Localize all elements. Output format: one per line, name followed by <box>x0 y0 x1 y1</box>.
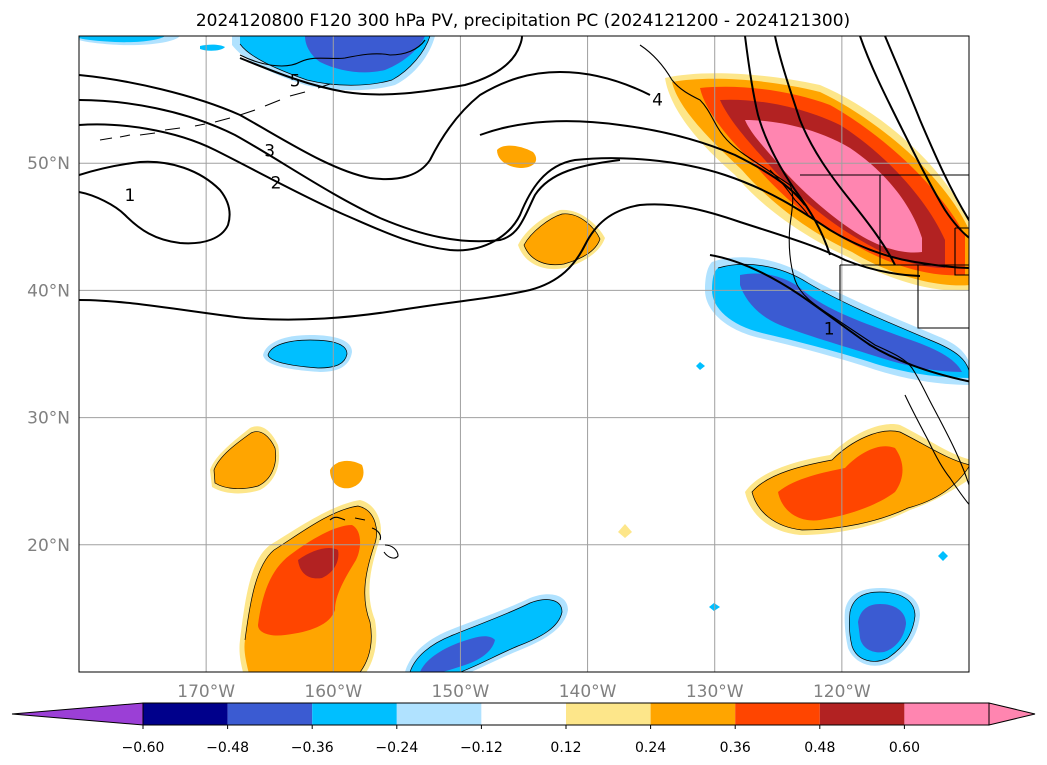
colorbar-segment <box>735 703 820 725</box>
baja-fill-0.36 <box>778 446 903 521</box>
coast-panhandle <box>639 44 969 487</box>
colorbar-segment <box>312 703 397 725</box>
outline-158w-35n <box>267 339 348 369</box>
blob-155w-26n-0.24 <box>330 460 364 489</box>
pv-contour-meridional-4 <box>884 36 969 223</box>
colorbar-segment <box>566 703 651 725</box>
pv-contour-labels: 1 2 3 5 4 1 <box>124 72 835 340</box>
hi-fill-0.48 <box>298 548 339 579</box>
colorbar-tick-label: −0.12 <box>460 740 503 756</box>
anomaly-small-negative <box>79 36 948 672</box>
colorbar-segment <box>143 703 228 725</box>
colorbar-segment <box>396 703 482 725</box>
coast-alaska-peninsula <box>239 39 426 67</box>
colorbar-segment <box>650 703 736 725</box>
blob-118w-14n-0.36 <box>858 604 906 653</box>
contour-label: 2 <box>271 173 282 193</box>
x-tick-label: 170°W <box>177 682 235 702</box>
y-tick-label: 20°N <box>27 536 70 556</box>
pnw-fill-0.60 <box>745 120 922 253</box>
outline-baja <box>751 430 969 531</box>
outline-ca <box>717 263 969 373</box>
outline-hawaii <box>244 505 377 672</box>
outline-142w <box>523 213 601 266</box>
blob-130w-34n <box>696 362 705 370</box>
colorbar-tick-label: 0.60 <box>889 740 920 756</box>
chart-title: 2024120800 F120 300 hPa PV, precipitatio… <box>196 11 850 31</box>
contour-label: 4 <box>652 91 663 111</box>
colorbar-tick-label: −0.36 <box>291 740 334 756</box>
colorbar-tick-label: 0.12 <box>550 740 581 756</box>
blob-112w-19n <box>938 551 948 561</box>
x-tick-label: 130°W <box>686 682 744 702</box>
pv-contour-lower <box>79 203 921 321</box>
colorbar: −0.60 −0.48 −0.36 −0.24 −0.12 0.12 0.24 0.36 0.4… <box>11 702 1036 756</box>
colorbar-segment <box>227 703 313 725</box>
blob-160w-27n-0.24 <box>214 431 276 489</box>
pv-contours <box>79 36 969 383</box>
anomaly-baja <box>745 424 969 535</box>
pv-contour-5 <box>239 36 523 96</box>
colorbar-segment <box>481 703 566 725</box>
outline-118w <box>849 591 916 662</box>
colorbar-extend-low <box>11 702 144 726</box>
y-tick-labels: 20°N 30°N 40°N 50°N <box>27 154 70 556</box>
y-tick-label: 50°N <box>27 154 70 174</box>
colorbar-tick-label: −0.60 <box>122 740 165 756</box>
x-tick-label: 140°W <box>559 682 617 702</box>
outline-160w <box>213 431 277 490</box>
colorbar-tick-label: 0.48 <box>804 740 835 756</box>
colorbar-tick-label: 0.36 <box>720 740 751 756</box>
colorbar-extend-high <box>988 702 1036 726</box>
blob-137w-21n <box>618 524 632 538</box>
x-tick-label: 160°W <box>304 682 362 702</box>
contour-label: 5 <box>290 72 301 92</box>
contour-label: 3 <box>264 141 275 161</box>
anomaly-pacific-northwest <box>665 73 969 291</box>
pv-contour-1-east <box>709 254 969 383</box>
colorbar-segment <box>904 703 989 725</box>
pv-contour-1-west <box>79 160 231 245</box>
anomaly-outlines <box>213 36 969 672</box>
coast-aleutians <box>99 83 331 141</box>
blob-northwest-0.24 <box>79 36 165 43</box>
pv-contour-meridional-2 <box>774 36 896 266</box>
colorbar-segment <box>819 703 905 725</box>
colorbar-tick-label: 0.24 <box>635 740 666 756</box>
blob-148w-14n-0.36 <box>420 636 495 672</box>
contour-label: 1 <box>824 320 835 340</box>
pv-contour-4 <box>79 70 651 181</box>
pv-contour-4-east <box>479 120 806 206</box>
y-tick-label: 30°N <box>27 409 70 429</box>
pv-contour-2 <box>79 123 969 269</box>
coast-state-lines <box>839 175 969 329</box>
outline-148w <box>409 599 563 672</box>
map-area: 1 2 3 5 4 1 <box>79 36 969 672</box>
pv-contour-3 <box>79 99 621 243</box>
x-tick-labels: 170°W 160°W 150°W 140°W 130°W 120°W <box>177 682 871 702</box>
map-frame <box>78 35 970 673</box>
blob-158w-35n-0.24 <box>268 340 347 368</box>
coast-hawaii <box>329 516 399 559</box>
y-tick-label: 40°N <box>27 281 70 301</box>
x-tick-label: 150°W <box>432 682 490 702</box>
ca-fill-0.36 <box>740 273 962 372</box>
contour-label: 1 <box>124 186 135 206</box>
coastlines <box>99 39 969 559</box>
coast-baja <box>904 394 969 506</box>
anomaly-hawaii <box>239 500 381 672</box>
x-tick-label: 120°W <box>813 682 871 702</box>
pv-contour-meridional-3 <box>859 36 969 239</box>
blob-145w-48n-0.24 <box>497 145 537 168</box>
colorbar-tick-label: −0.24 <box>375 740 418 756</box>
colorbar-tick-label: −0.48 <box>206 740 249 756</box>
pv-contour-meridional-1 <box>744 36 831 256</box>
outline-north <box>239 36 431 86</box>
